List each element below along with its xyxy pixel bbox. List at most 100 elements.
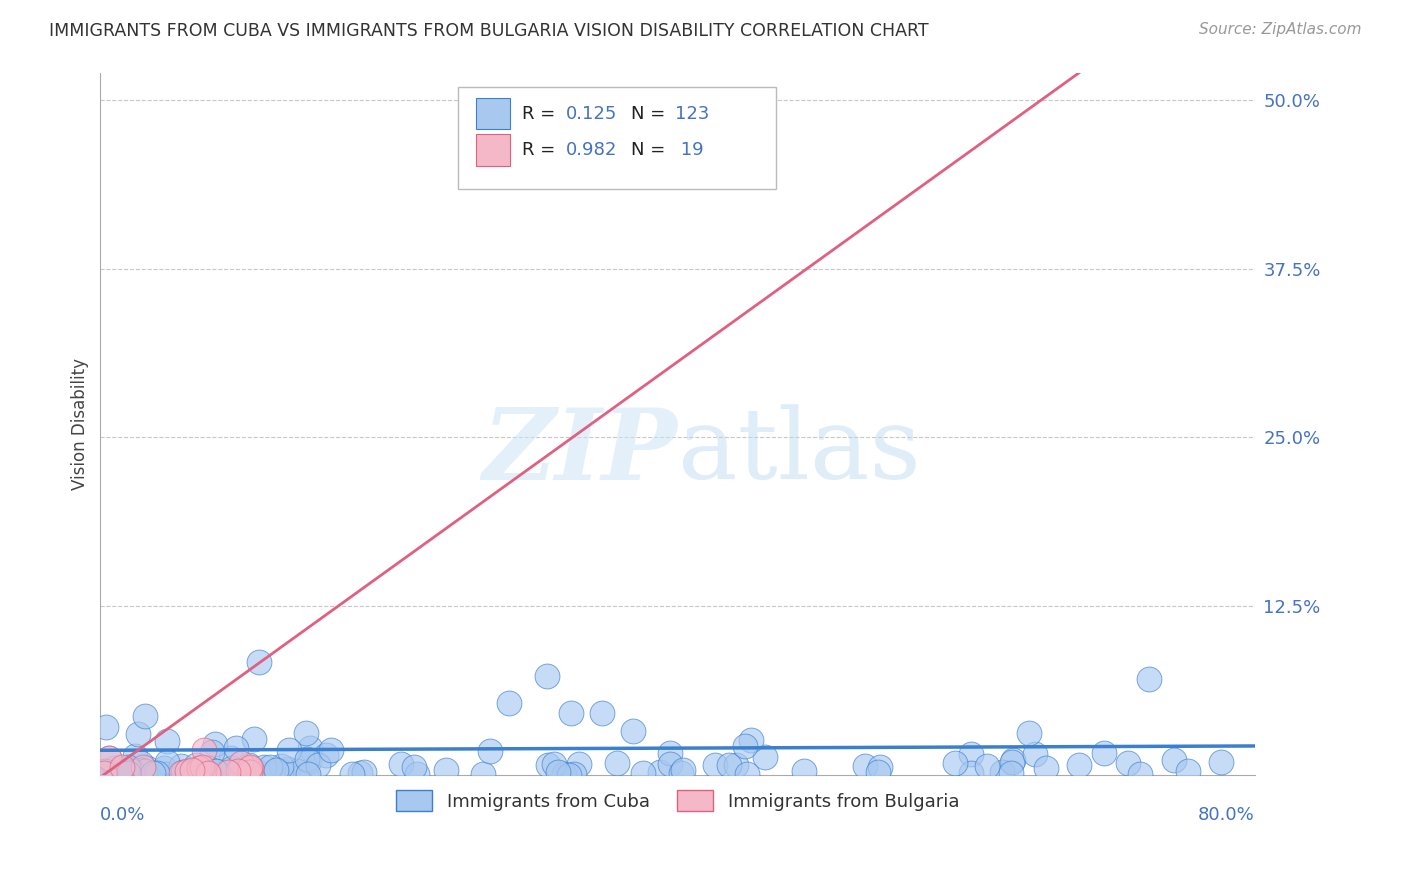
Point — [183, 764, 205, 779]
Point — [557, 767, 579, 781]
Point — [537, 757, 560, 772]
Point — [191, 760, 214, 774]
Point — [991, 764, 1014, 779]
Point — [1067, 758, 1090, 772]
Point — [259, 759, 281, 773]
Point — [238, 765, 260, 780]
Point — [153, 767, 176, 781]
Point — [1092, 746, 1115, 760]
Point — [340, 766, 363, 780]
Point — [240, 761, 263, 775]
Point — [560, 706, 582, 721]
Point — [129, 764, 152, 778]
Point — [239, 760, 262, 774]
Point — [270, 764, 292, 778]
Point — [94, 764, 117, 778]
Point — [943, 756, 966, 770]
Point — [479, 744, 502, 758]
Point — [299, 740, 322, 755]
Point — [117, 760, 139, 774]
Point — [295, 765, 318, 780]
Point — [754, 749, 776, 764]
Point — [129, 756, 152, 770]
Point — [295, 726, 318, 740]
Point — [1035, 761, 1057, 775]
Point — [735, 767, 758, 781]
Point — [239, 764, 262, 779]
Point — [404, 760, 426, 774]
Point — [621, 724, 644, 739]
Point — [1137, 672, 1160, 686]
Point — [1163, 753, 1185, 767]
Point — [669, 765, 692, 780]
Point — [176, 764, 198, 779]
Point — [111, 759, 134, 773]
Point — [855, 758, 877, 772]
Point — [389, 756, 412, 771]
Text: 0.125: 0.125 — [565, 104, 617, 123]
Point — [127, 727, 149, 741]
Point — [1116, 756, 1139, 771]
Point — [96, 720, 118, 734]
Point — [959, 747, 981, 761]
Point — [264, 764, 287, 779]
Point — [631, 765, 654, 780]
Point — [238, 758, 260, 772]
Point — [121, 764, 143, 779]
Text: 0.0%: 0.0% — [100, 806, 146, 824]
Point — [319, 742, 342, 756]
Point — [498, 696, 520, 710]
Point — [172, 766, 194, 780]
Text: R =: R = — [522, 104, 561, 123]
Point — [606, 756, 628, 771]
Point — [472, 767, 495, 781]
Point — [1001, 755, 1024, 769]
Point — [221, 761, 243, 775]
Point — [672, 763, 695, 777]
Point — [222, 764, 245, 779]
Point — [201, 745, 224, 759]
Point — [198, 767, 221, 781]
Point — [136, 761, 159, 775]
Legend: Immigrants from Cuba, Immigrants from Bulgaria: Immigrants from Cuba, Immigrants from Bu… — [389, 783, 966, 818]
Text: 123: 123 — [675, 104, 710, 123]
Text: Source: ZipAtlas.com: Source: ZipAtlas.com — [1198, 22, 1361, 37]
Point — [562, 767, 585, 781]
Point — [169, 758, 191, 772]
Point — [278, 743, 301, 757]
Point — [132, 760, 155, 774]
Point — [197, 761, 219, 775]
Point — [277, 763, 299, 777]
Point — [231, 756, 253, 770]
Point — [869, 760, 891, 774]
Point — [247, 655, 270, 669]
Point — [134, 764, 156, 779]
Point — [181, 763, 204, 777]
FancyBboxPatch shape — [475, 98, 510, 129]
Point — [187, 761, 209, 775]
Point — [315, 747, 337, 762]
Y-axis label: Vision Disability: Vision Disability — [72, 358, 89, 490]
Point — [259, 767, 281, 781]
Point — [156, 756, 179, 770]
Point — [98, 751, 121, 765]
Point — [553, 766, 575, 780]
Point — [134, 708, 156, 723]
Point — [734, 739, 756, 753]
Text: 19: 19 — [675, 141, 704, 159]
Point — [297, 766, 319, 780]
Point — [536, 668, 558, 682]
Point — [547, 764, 569, 779]
Point — [225, 740, 247, 755]
Point — [793, 764, 815, 778]
Point — [740, 733, 762, 747]
Text: 80.0%: 80.0% — [1198, 806, 1256, 824]
Point — [124, 767, 146, 781]
Point — [405, 767, 427, 781]
Point — [193, 743, 215, 757]
Point — [117, 766, 139, 780]
Text: 0.982: 0.982 — [565, 141, 617, 159]
Point — [1000, 765, 1022, 780]
Point — [205, 764, 228, 778]
Text: N =: N = — [631, 141, 672, 159]
